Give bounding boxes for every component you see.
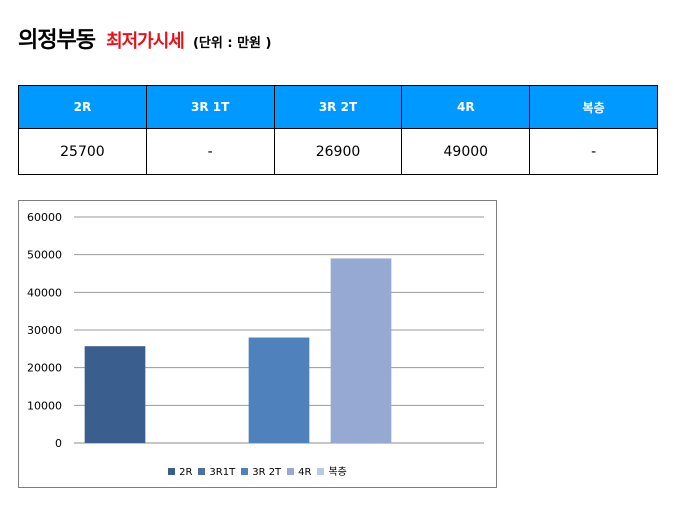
table-cell: -: [145, 128, 275, 175]
table-header-cell: 복층: [529, 85, 658, 129]
table-row: 25700 - 26900 49000 -: [18, 128, 658, 175]
bar: [330, 258, 392, 443]
title-price-label: 최저가시세: [106, 31, 185, 52]
price-chart: 0 10000 20000 30000 40000 50000 60000 2R 3R1T 3R…: [18, 200, 497, 488]
y-tick-label: 10000: [27, 399, 62, 412]
y-tick-label: 50000: [27, 249, 62, 262]
legend-swatch: [168, 468, 176, 475]
legend-item: 4R: [287, 467, 311, 478]
legend-label: 2R: [179, 467, 193, 478]
table-header-cell: 3R 2T: [273, 85, 403, 129]
y-tick-label: 30000: [27, 324, 62, 337]
chart-legend: 2R 3R1T 3R 2T 4R 복층: [19, 463, 496, 478]
bar-chart-svg: 0 10000 20000 30000 40000 50000 60000: [27, 211, 484, 450]
bar: [248, 337, 310, 443]
legend-item: 3R1T: [198, 467, 235, 478]
title-unit: (단위 : 만원 ): [192, 36, 272, 51]
table-cell: 25700: [18, 128, 147, 175]
y-tick-label: 40000: [27, 286, 62, 299]
table-cell: 26900: [273, 128, 403, 175]
price-table: 2R 3R 1T 3R 2T 4R 복층 25700 - 26900 49000…: [18, 85, 658, 175]
table-cell: 49000: [401, 128, 531, 175]
table-header-cell: 2R: [18, 85, 147, 129]
legend-label: 4R: [298, 467, 312, 478]
legend-label: 3R 2T: [252, 467, 282, 478]
legend-label: 복층: [328, 467, 347, 478]
legend-item: 복층: [317, 463, 347, 478]
legend-swatch: [317, 468, 325, 475]
legend-item: 3R 2T: [241, 467, 281, 478]
table-header-row: 2R 3R 1T 3R 2T 4R 복층: [18, 85, 658, 129]
page-title: 의정부동 최저가시세 (단위 : 만원 ): [18, 22, 271, 54]
table-header-cell: 4R: [401, 85, 531, 129]
y-tick-label: 60000: [27, 211, 62, 224]
legend-item: 2R: [168, 467, 192, 478]
legend-swatch: [198, 468, 206, 475]
legend-swatch: [287, 468, 295, 475]
legend-label: 3R1T: [209, 467, 236, 478]
legend-swatch: [241, 468, 249, 475]
title-location: 의정부동: [18, 28, 96, 53]
table-header-cell: 3R 1T: [145, 85, 275, 129]
y-tick-label: 0: [55, 437, 62, 450]
y-tick-label: 20000: [27, 362, 62, 375]
table-cell: -: [529, 128, 658, 175]
bar: [84, 346, 146, 443]
